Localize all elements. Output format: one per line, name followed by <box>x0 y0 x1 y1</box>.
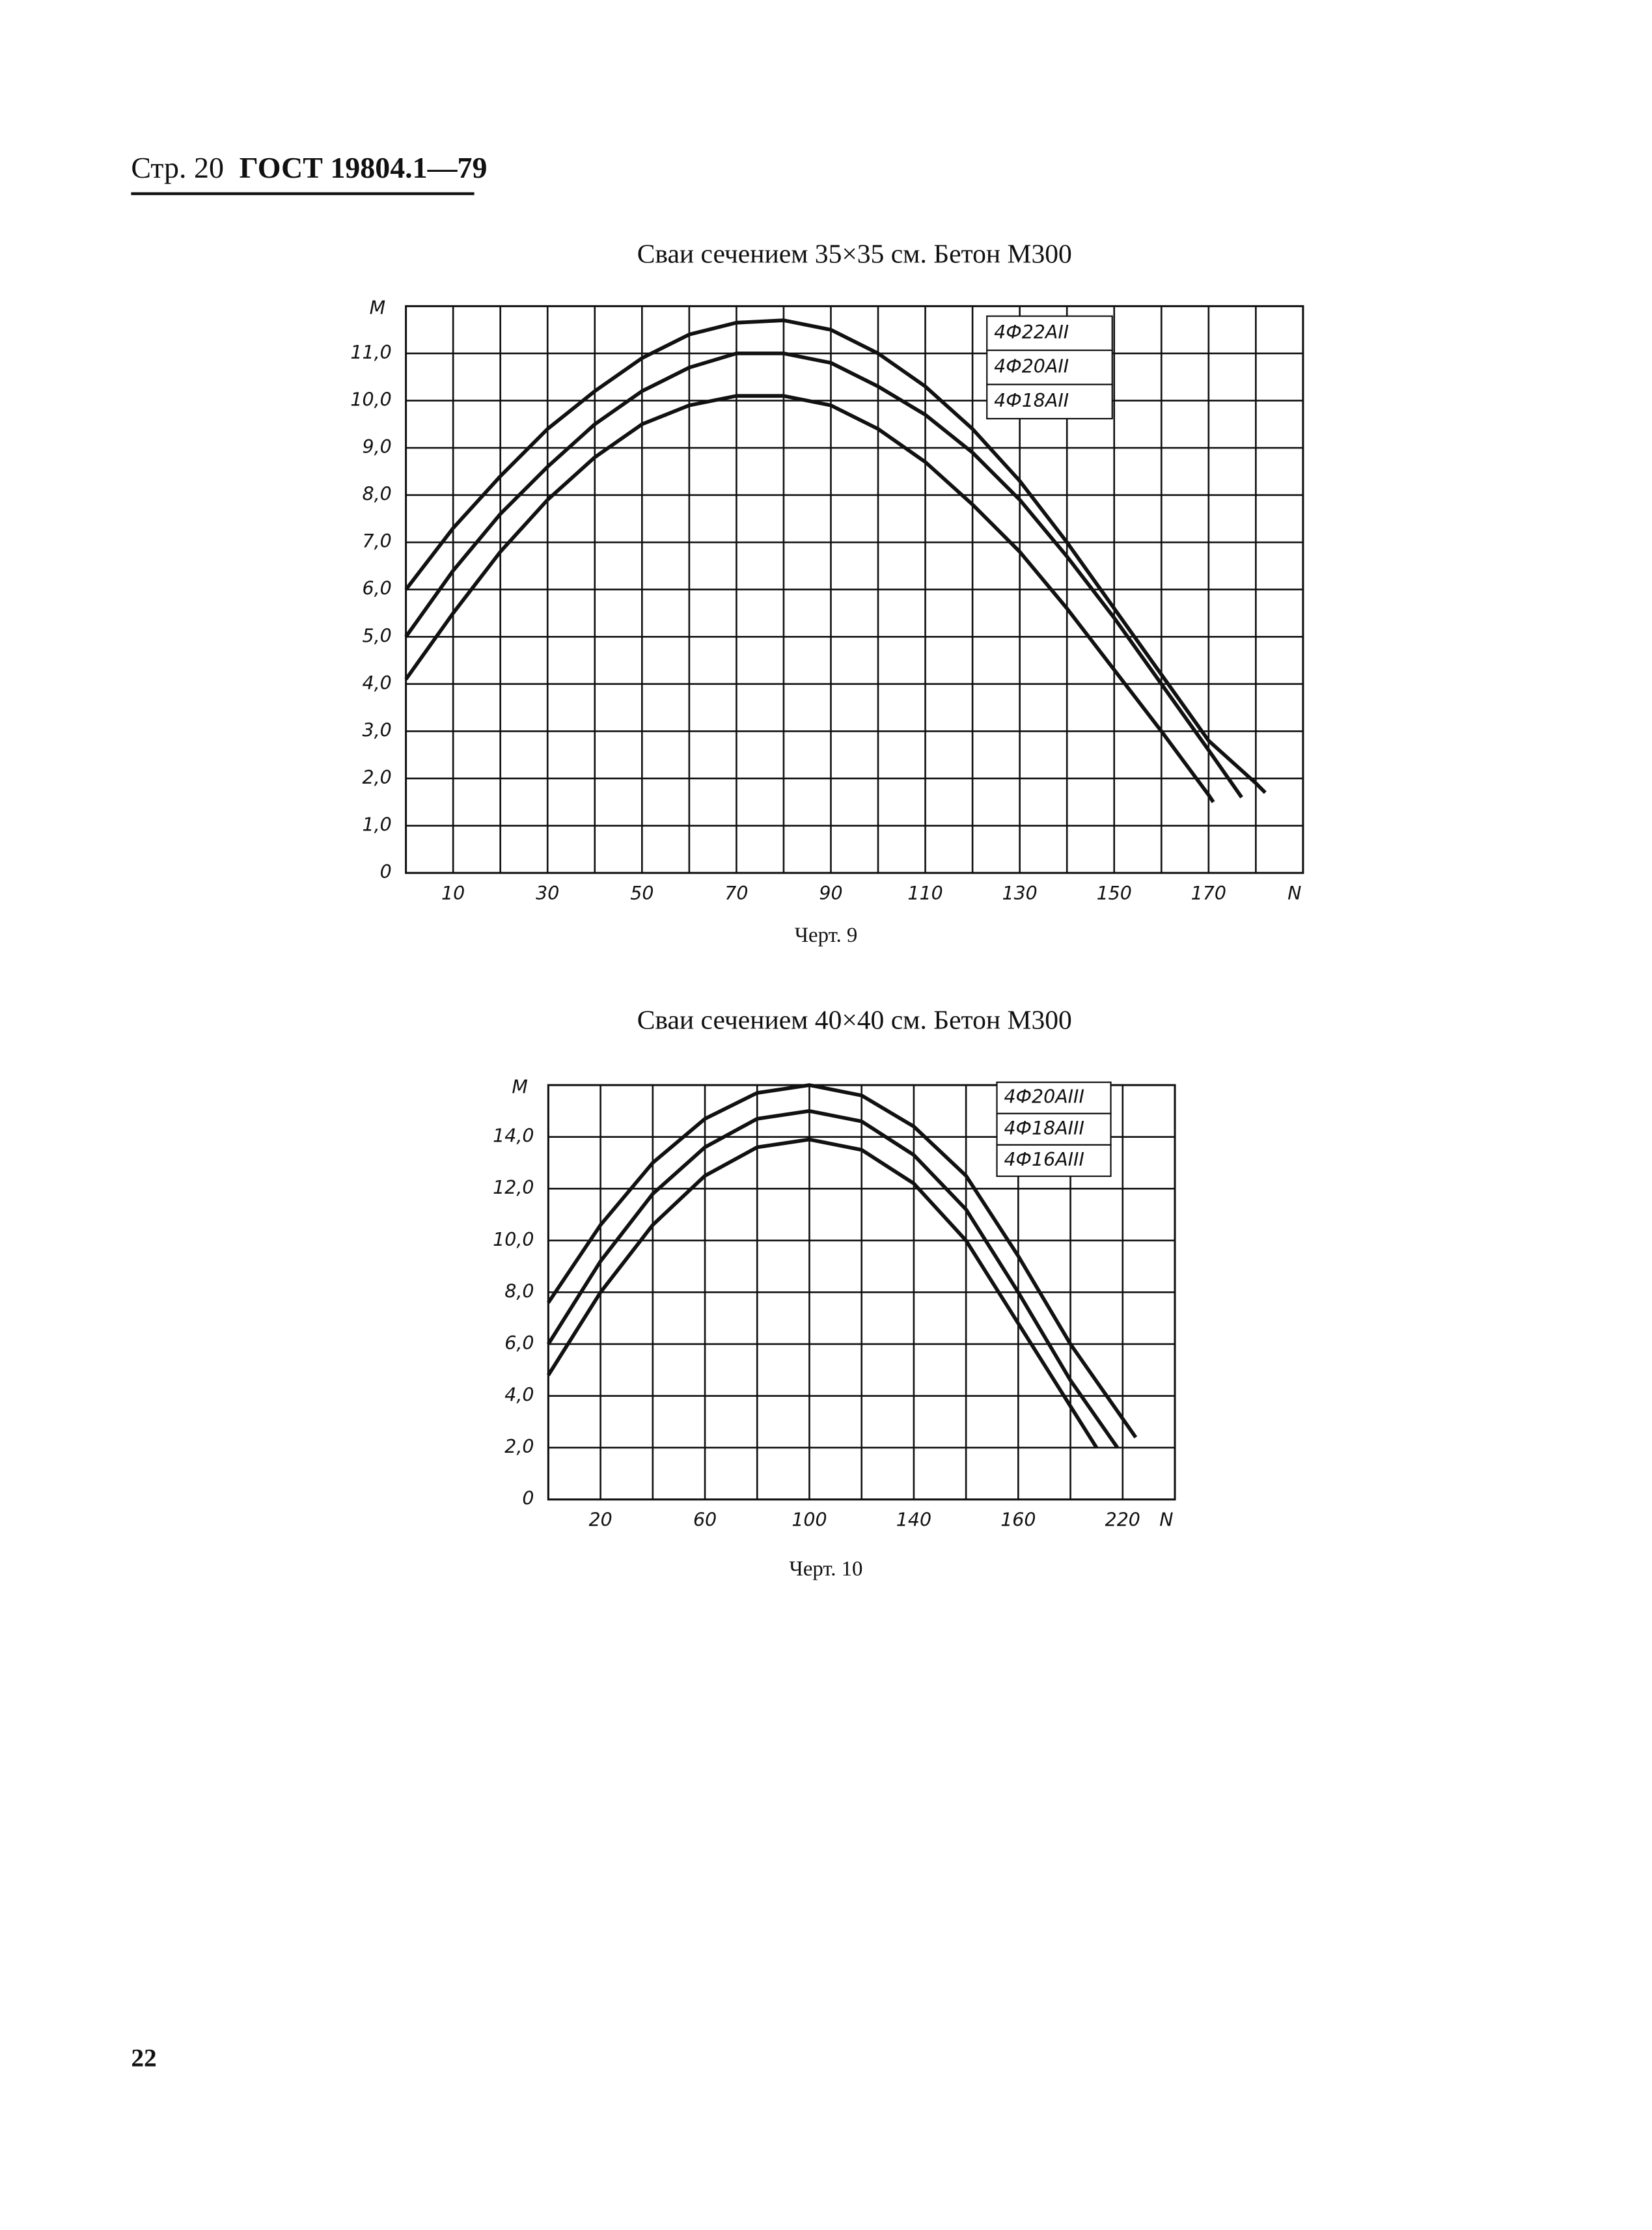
y-tick-label: 8,0 <box>363 484 392 505</box>
legend-label: 4Ф22АII <box>994 322 1069 343</box>
x-tick-label: 70 <box>724 883 748 904</box>
x-tick-label: 50 <box>630 883 654 904</box>
y-tick-label: 4,0 <box>363 672 392 694</box>
x-tick-label: 60 <box>693 1509 717 1531</box>
curve <box>404 318 1267 794</box>
x-axis-label: N <box>1159 1509 1173 1531</box>
legend-label: 4Ф18АII <box>994 390 1069 411</box>
x-axis-label: N <box>1287 883 1301 904</box>
y-tick-label: 10,0 <box>493 1229 534 1250</box>
legend-box <box>986 350 1113 385</box>
x-tick-label: 170 <box>1191 883 1226 904</box>
y-tick-label: 10,0 <box>350 389 391 410</box>
y-axis-label: M <box>512 1076 528 1097</box>
y-tick-label: 0 <box>522 1488 534 1509</box>
curve <box>546 1137 1099 1449</box>
legend-box <box>986 383 1113 420</box>
x-tick-label: 90 <box>819 883 842 904</box>
legend-box <box>996 1081 1112 1114</box>
y-tick-label: 9,0 <box>363 436 392 458</box>
y-tick-label: 14,0 <box>493 1125 534 1147</box>
legend-label: 4Ф18АIII <box>1004 1118 1084 1139</box>
legend-box <box>996 1112 1112 1146</box>
legend-box <box>986 315 1113 351</box>
legend-label: 4Ф20АII <box>994 355 1069 377</box>
y-tick-label: 2,0 <box>504 1436 534 1457</box>
y-tick-label: 11,0 <box>350 342 391 363</box>
x-tick-label: 10 <box>441 883 465 904</box>
x-tick-label: 130 <box>1002 883 1038 904</box>
caption: Черт. 10 <box>790 1558 863 1581</box>
standard: ГОСТ 19804.1—79 <box>240 151 488 184</box>
legend-label: 4Ф16АIII <box>1004 1149 1084 1170</box>
curve <box>404 394 1215 803</box>
page-number: 22 <box>131 2044 156 2072</box>
x-tick-label: 140 <box>896 1509 931 1531</box>
y-tick-label: 6,0 <box>363 578 392 599</box>
x-tick-label: 30 <box>536 883 559 904</box>
y-tick-label: 4,0 <box>504 1384 534 1406</box>
legend-box <box>996 1144 1112 1177</box>
y-tick-label: 1,0 <box>363 814 392 836</box>
curve <box>404 351 1243 799</box>
x-tick-label: 220 <box>1105 1509 1140 1531</box>
y-tick-label: 0 <box>380 861 392 883</box>
y-tick-label: 5,0 <box>363 625 392 646</box>
caption: Черт. 9 <box>795 924 857 947</box>
y-tick-label: 2,0 <box>363 767 392 788</box>
legend-label: 4Ф20АIII <box>1004 1086 1084 1108</box>
x-tick-label: 150 <box>1097 883 1132 904</box>
x-tick-label: 110 <box>907 883 943 904</box>
x-tick-label: 20 <box>589 1509 613 1531</box>
curve <box>547 1083 1138 1438</box>
x-tick-label: 100 <box>792 1509 827 1531</box>
page-ref: Стр. 20 <box>131 151 224 184</box>
y-tick-label: 6,0 <box>504 1332 534 1354</box>
curve <box>546 1109 1120 1449</box>
chart-title: Сваи сечением 40×40 см. Бетон М300 <box>637 1004 1072 1034</box>
chart-title: Сваи сечением 35×35 см. Бетон М300 <box>637 238 1072 268</box>
y-tick-label: 12,0 <box>493 1177 534 1198</box>
x-tick-label: 160 <box>1000 1509 1036 1531</box>
y-tick-label: 8,0 <box>504 1280 534 1302</box>
y-tick-label: 3,0 <box>363 719 392 741</box>
y-tick-label: 7,0 <box>363 530 392 552</box>
y-axis-label: M <box>370 297 386 319</box>
